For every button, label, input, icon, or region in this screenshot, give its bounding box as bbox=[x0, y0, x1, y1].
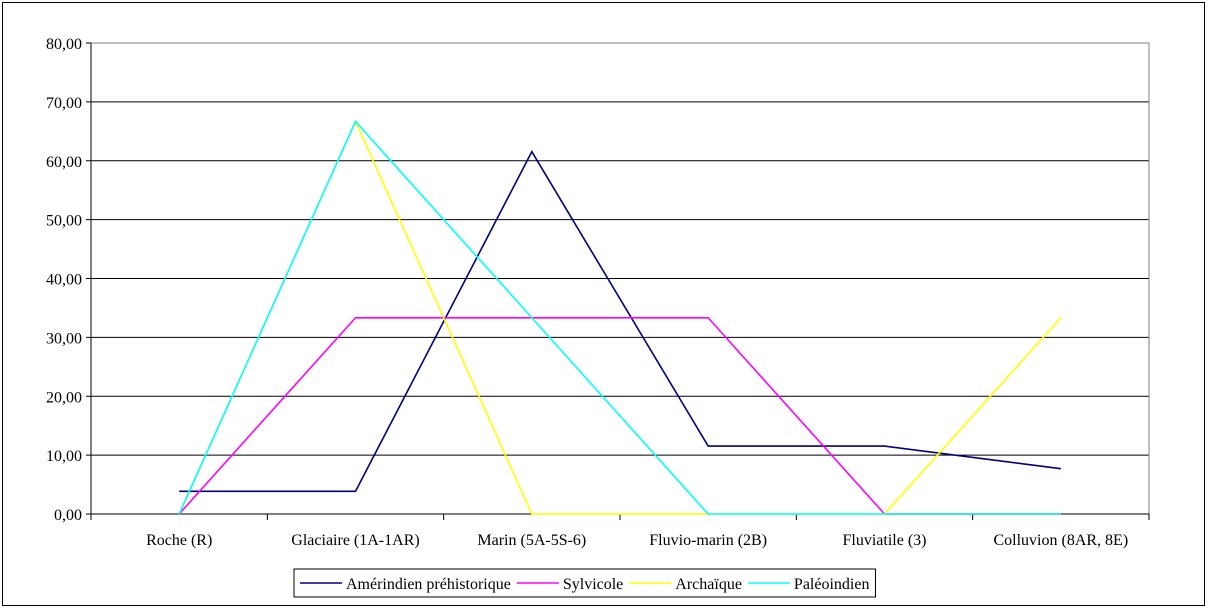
y-tick-label: 70,00 bbox=[46, 95, 82, 112]
y-tick-label: 0,00 bbox=[54, 507, 82, 524]
x-tick-labels: Roche (R) Glaciaire (1A-1AR) Marin (5A-5S-… bbox=[146, 532, 1128, 549]
y-tick-label: 30,00 bbox=[46, 330, 82, 347]
legend: Amérindien préhistorique Sylvicole Archaïq… bbox=[293, 568, 876, 598]
x-tick-label: Fluvio-marin (2B) bbox=[649, 532, 767, 549]
y-tick-label: 10,00 bbox=[46, 448, 82, 465]
x-tick-label: Colluvion (8AR, 8E) bbox=[993, 532, 1128, 549]
y-tick-labels: 0,00 10,00 20,00 30,00 40,00 50,00 60,00 70,00 8… bbox=[46, 36, 82, 524]
series-lines bbox=[178, 119, 1062, 515]
legend-label: Sylvicole bbox=[563, 576, 623, 593]
legend-label: Amérindien préhistorique bbox=[346, 576, 511, 593]
axes bbox=[86, 42, 1150, 520]
y-tick-label: 20,00 bbox=[46, 389, 82, 406]
y-tick-label: 80,00 bbox=[46, 36, 82, 53]
series-line-1 bbox=[179, 150, 1061, 493]
x-tick-label: Fluviatile (3) bbox=[843, 532, 927, 549]
gridlines bbox=[91, 42, 1149, 456]
y-tick-label: 60,00 bbox=[46, 154, 82, 171]
x-tick-label: Marin (5A-5S-6) bbox=[477, 532, 586, 549]
y-tick-label: 50,00 bbox=[46, 213, 82, 230]
x-tick-label: Roche (R) bbox=[146, 532, 212, 549]
series-line-4 bbox=[178, 120, 1061, 515]
x-tick-label: Glaciaire (1A-1AR) bbox=[291, 532, 419, 549]
legend-label: Paléoindien bbox=[794, 576, 870, 593]
y-tick-label: 40,00 bbox=[46, 272, 82, 289]
legend-label: Archaïque bbox=[675, 576, 742, 593]
